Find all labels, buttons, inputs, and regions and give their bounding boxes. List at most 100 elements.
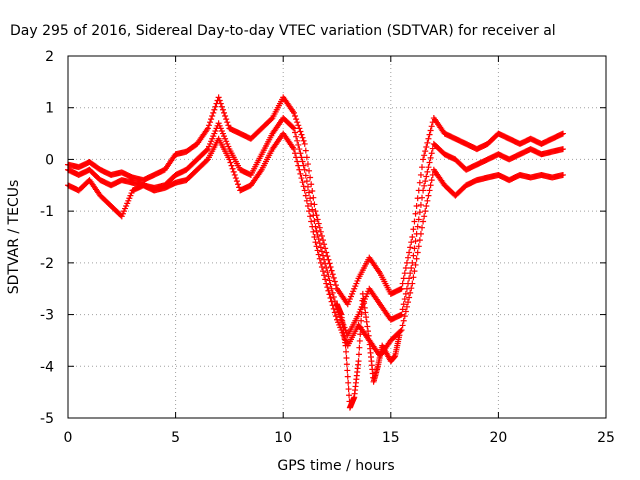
data-point-interp — [408, 265, 415, 272]
data-point-interp — [298, 175, 305, 182]
data-point-interp — [402, 308, 409, 315]
plot-frame — [67, 55, 607, 419]
data-point-interp — [407, 244, 414, 251]
data-point-interp — [402, 290, 409, 297]
data-point-interp — [332, 313, 339, 320]
data-point-interp — [428, 123, 435, 130]
data-point-interp — [411, 218, 418, 225]
data-point-interp — [310, 228, 317, 235]
data-point-interp — [321, 241, 328, 248]
data-point-interp — [344, 367, 351, 374]
data-point-interp — [295, 162, 302, 169]
data-point — [215, 94, 222, 101]
data-point-interp — [218, 103, 225, 110]
data-point-interp — [318, 248, 325, 255]
data-point-interp — [361, 304, 368, 311]
data-point-interp — [217, 100, 224, 107]
data-point-interp — [417, 230, 424, 237]
x-tick-label: 20 — [489, 430, 507, 446]
data-point-interp — [403, 259, 410, 266]
data-point-interp — [422, 148, 429, 155]
data-point-interp — [292, 150, 299, 157]
data-point-interp — [406, 294, 413, 301]
data-point-interp — [294, 119, 301, 126]
data-point — [559, 146, 566, 153]
data-point — [420, 218, 427, 225]
series-2 — [65, 130, 566, 359]
data-point-interp — [300, 137, 307, 144]
data-point-interp — [426, 159, 433, 166]
data-point-interp — [310, 212, 317, 219]
data-point-interp — [413, 202, 420, 209]
data-point — [420, 187, 427, 194]
data-point-interp — [314, 216, 321, 223]
data-point-interp — [212, 103, 219, 110]
data-point-interp — [316, 240, 323, 247]
data-point-interp — [406, 249, 413, 256]
data-point-interp — [295, 122, 302, 129]
data-series — [65, 94, 566, 411]
data-point-interp — [428, 177, 435, 184]
data-point-interp — [203, 147, 210, 154]
data-point-interp — [293, 154, 300, 161]
data-point-interp — [414, 223, 421, 230]
data-point-interp — [343, 348, 350, 355]
data-point-interp — [356, 344, 363, 351]
x-tick-label: 10 — [274, 430, 292, 446]
data-point-interp — [316, 255, 323, 262]
data-point-interp — [219, 106, 226, 113]
data-point-interp — [331, 278, 338, 285]
data-point-interp — [400, 301, 407, 308]
data-point-interp — [315, 236, 322, 243]
x-axis-label: GPS time / hours — [277, 458, 394, 474]
data-point-interp — [402, 265, 409, 272]
y-tick-label: -5 — [40, 411, 54, 427]
data-point-interp — [360, 295, 367, 302]
data-point-interp — [296, 146, 303, 153]
data-point-interp — [293, 133, 300, 140]
data-point-interp — [417, 201, 424, 208]
data-point-interp — [364, 323, 371, 330]
data-point-interp — [318, 232, 325, 239]
x-tick-label: 5 — [171, 430, 180, 446]
data-point-interp — [345, 386, 352, 393]
data-point-interp — [313, 227, 320, 234]
data-point-interp — [229, 165, 236, 172]
data-point — [301, 166, 308, 173]
data-point-interp — [424, 168, 431, 175]
data-point-interp — [427, 154, 434, 161]
y-tick-label: 1 — [45, 101, 54, 117]
data-point-interp — [313, 243, 320, 250]
data-point-interp — [405, 299, 412, 306]
data-point-interp — [318, 263, 325, 270]
data-point-interp — [410, 274, 417, 281]
data-point-interp — [331, 309, 338, 316]
data-point-interp — [211, 106, 218, 113]
data-point-interp — [209, 112, 216, 119]
data-point-interp — [427, 182, 434, 189]
data-point-interp — [299, 134, 306, 141]
data-point-interp — [362, 309, 369, 316]
data-point-interp — [329, 271, 336, 278]
data-point-interp — [397, 328, 404, 335]
data-point — [312, 208, 319, 215]
data-point-interp — [426, 187, 433, 194]
data-point-interp — [307, 213, 314, 220]
data-point — [409, 259, 416, 266]
data-point-interp — [309, 206, 316, 213]
data-point-interp — [327, 295, 334, 302]
data-point-interp — [317, 259, 324, 266]
data-point-interp — [317, 244, 324, 251]
data-point — [226, 156, 233, 163]
data-point-interp — [325, 273, 332, 280]
data-point-interp — [294, 158, 301, 165]
data-point-interp — [343, 361, 350, 368]
data-point-interp — [320, 237, 327, 244]
data-point-interp — [293, 116, 300, 123]
data-point-interp — [299, 179, 306, 186]
data-point-interp — [361, 300, 368, 307]
data-point-interp — [356, 337, 363, 344]
data-point-interp — [355, 351, 362, 358]
data-point-interp — [401, 270, 408, 277]
data-point-interp — [429, 145, 436, 152]
